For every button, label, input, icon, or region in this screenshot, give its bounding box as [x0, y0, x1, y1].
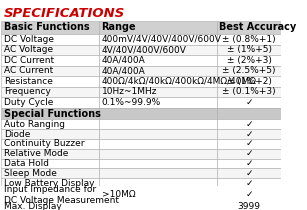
- Bar: [217, 45, 281, 55]
- Text: ± (2%+3): ± (2%+3): [227, 56, 271, 65]
- Bar: [2, 149, 99, 159]
- Text: Resistance: Resistance: [4, 77, 52, 86]
- Text: 4V/40V/400V/600V: 4V/40V/400V/600V: [102, 45, 186, 54]
- Bar: [217, 168, 281, 178]
- Text: Continuity Buzzer: Continuity Buzzer: [4, 139, 84, 148]
- Bar: [2, 45, 99, 55]
- Text: 40A/400A: 40A/400A: [102, 56, 145, 65]
- Text: ± (0.1%+3): ± (0.1%+3): [222, 88, 276, 96]
- Text: 400mV/4V/40V/400V/600V: 400mV/4V/40V/400V/600V: [102, 35, 221, 44]
- Text: Frequency: Frequency: [4, 88, 51, 96]
- Text: ± (1%+5): ± (1%+5): [227, 45, 271, 54]
- Bar: [99, 66, 217, 76]
- Text: DC Current: DC Current: [4, 56, 54, 65]
- Text: ± (1%+2): ± (1%+2): [227, 77, 271, 86]
- Text: 10Hz~1MHz: 10Hz~1MHz: [102, 88, 157, 96]
- Text: ✓: ✓: [245, 159, 253, 168]
- Bar: [217, 21, 281, 34]
- Bar: [217, 188, 281, 202]
- Text: 0.1%~99.9%: 0.1%~99.9%: [102, 98, 161, 107]
- Bar: [217, 76, 281, 87]
- Bar: [99, 108, 217, 119]
- Bar: [2, 119, 99, 129]
- Text: ✓: ✓: [245, 98, 253, 107]
- Bar: [2, 202, 99, 210]
- Text: ✓: ✓: [245, 139, 253, 148]
- Bar: [217, 55, 281, 66]
- Text: AC Current: AC Current: [4, 66, 53, 75]
- Bar: [2, 66, 99, 76]
- Bar: [217, 178, 281, 188]
- Bar: [217, 97, 281, 108]
- Bar: [99, 45, 217, 55]
- Bar: [2, 159, 99, 168]
- Bar: [99, 21, 217, 34]
- Bar: [217, 119, 281, 129]
- Bar: [2, 108, 99, 119]
- Bar: [99, 139, 217, 149]
- Bar: [2, 129, 99, 139]
- Text: AC Voltage: AC Voltage: [4, 45, 53, 54]
- Bar: [99, 188, 217, 202]
- Bar: [2, 139, 99, 149]
- Bar: [2, 76, 99, 87]
- Bar: [217, 34, 281, 45]
- Bar: [217, 139, 281, 149]
- Bar: [2, 168, 99, 178]
- Text: Duty Cycle: Duty Cycle: [4, 98, 53, 107]
- Bar: [99, 149, 217, 159]
- Text: SPECIFICATIONS: SPECIFICATIONS: [4, 7, 126, 20]
- Bar: [99, 129, 217, 139]
- Bar: [99, 76, 217, 87]
- Text: ✓: ✓: [245, 130, 253, 139]
- Bar: [2, 34, 99, 45]
- Bar: [217, 66, 281, 76]
- Text: Relative Mode: Relative Mode: [4, 149, 68, 158]
- Bar: [2, 55, 99, 66]
- Text: Max. Display: Max. Display: [4, 202, 61, 210]
- Bar: [2, 178, 99, 188]
- Text: >10MΩ: >10MΩ: [102, 190, 135, 199]
- Bar: [99, 168, 217, 178]
- Bar: [217, 129, 281, 139]
- Bar: [2, 97, 99, 108]
- Text: Best Accuracy: Best Accuracy: [219, 22, 296, 32]
- Bar: [217, 87, 281, 97]
- Bar: [99, 202, 217, 210]
- Bar: [99, 97, 217, 108]
- Bar: [2, 21, 99, 34]
- Text: DC Voltage: DC Voltage: [4, 35, 54, 44]
- Text: Input Impedance for
DC Voltage Measurement: Input Impedance for DC Voltage Measureme…: [4, 185, 119, 205]
- Text: ✓: ✓: [245, 120, 253, 129]
- Text: Basic Functions: Basic Functions: [4, 22, 89, 32]
- Bar: [99, 178, 217, 188]
- Text: Range: Range: [102, 22, 136, 32]
- Text: Special Functions: Special Functions: [4, 109, 100, 119]
- Bar: [2, 188, 99, 202]
- Text: ✓: ✓: [245, 149, 253, 158]
- Bar: [217, 149, 281, 159]
- Bar: [99, 159, 217, 168]
- Text: ± (0.8%+1): ± (0.8%+1): [222, 35, 276, 44]
- Text: Sleep Mode: Sleep Mode: [4, 169, 56, 178]
- Text: ✓: ✓: [245, 169, 253, 178]
- Bar: [99, 119, 217, 129]
- Text: ± (2.5%+5): ± (2.5%+5): [222, 66, 276, 75]
- Text: ✓: ✓: [245, 190, 253, 199]
- Text: 40A/400A: 40A/400A: [102, 66, 145, 75]
- Bar: [99, 87, 217, 97]
- Text: Low Battery Display: Low Battery Display: [4, 178, 94, 188]
- Bar: [217, 159, 281, 168]
- Bar: [99, 55, 217, 66]
- Bar: [217, 108, 281, 119]
- Bar: [217, 202, 281, 210]
- Text: Auto Ranging: Auto Ranging: [4, 120, 65, 129]
- Text: Diode: Diode: [4, 130, 30, 139]
- Bar: [99, 34, 217, 45]
- Text: Data Hold: Data Hold: [4, 159, 49, 168]
- Text: ✓: ✓: [245, 178, 253, 188]
- Text: 3999: 3999: [238, 202, 261, 210]
- Bar: [2, 87, 99, 97]
- Text: 400Ω/4kΩ/40kΩ/400kΩ/4MΩ/40MΩ: 400Ω/4kΩ/40kΩ/400kΩ/4MΩ/40MΩ: [102, 77, 257, 86]
